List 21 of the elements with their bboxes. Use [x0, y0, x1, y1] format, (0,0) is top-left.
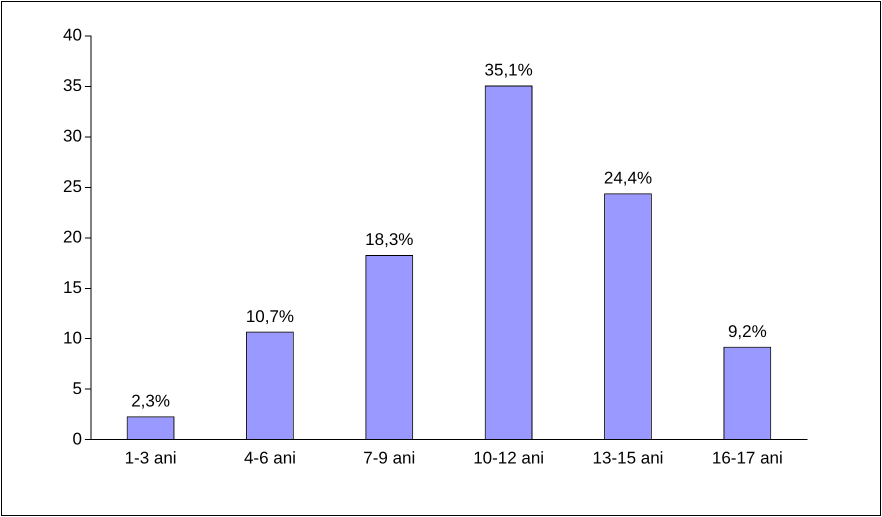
data-label: 18,3%	[365, 230, 414, 250]
x-tick-label: 7-9 ani	[363, 448, 416, 468]
x-tick-label: 4-6 ani	[244, 448, 296, 468]
y-tick-label: 0	[72, 429, 82, 448]
y-tick-label: 40	[62, 26, 82, 45]
data-label: 10,7%	[246, 306, 294, 326]
data-label: 9,2%	[728, 322, 767, 341]
x-tick-label: 1-3 ani	[124, 448, 177, 468]
y-tick-label: 35	[62, 76, 82, 96]
x-tick-label: 10-12 ani	[473, 448, 544, 468]
data-label: 24,4%	[604, 168, 652, 188]
data-label: 2,3%	[131, 392, 170, 411]
y-tick-label: 15	[62, 278, 82, 297]
y-tick-label: 5	[72, 378, 82, 398]
y-tick-label: 20	[62, 227, 82, 246]
y-tick-label: 25	[62, 177, 82, 196]
x-tick-label: 16-17 ani	[712, 448, 783, 468]
x-tick-label: 13-15 ani	[592, 448, 664, 468]
data-label: 35,1%	[484, 60, 533, 80]
y-tick-label: 10	[62, 328, 82, 348]
y-tick-label: 30	[62, 126, 82, 146]
